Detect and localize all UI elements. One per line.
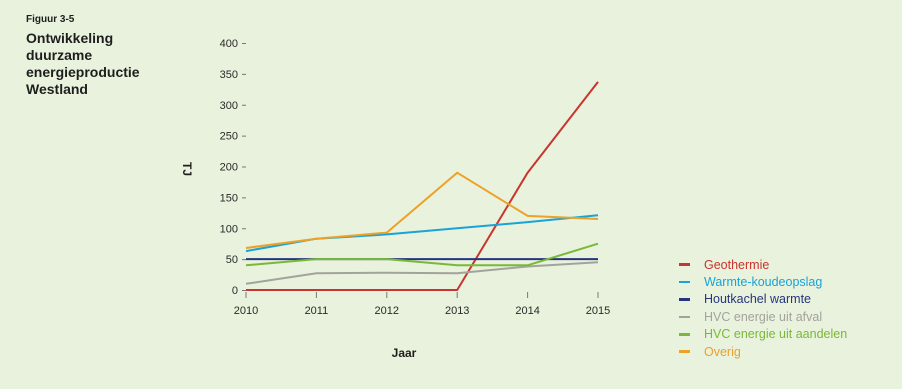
- x-tick-label: 2014: [515, 305, 539, 317]
- chart-legend: Geothermie Warmte-koudeopslag Houtkachel w…: [679, 256, 847, 360]
- legend-swatch: [679, 263, 690, 266]
- series-line-overig: [245, 171, 599, 249]
- legend-item-hvc-energie-uit-afval: HVC energie uit afval: [679, 308, 847, 325]
- y-tick-label: 250: [220, 131, 238, 143]
- legend-label: Geothermie: [704, 257, 770, 272]
- series-line-geothermie: [246, 81, 599, 291]
- figure-number: Figuur 3-5: [26, 14, 75, 25]
- chart-axes: 0 50 100 150 200 250 300 350 400 2010 2011 2012 2013…: [180, 38, 610, 360]
- legend-swatch: [679, 298, 690, 301]
- legend-label: HVC energie uit aandelen: [704, 327, 848, 342]
- x-axis-title: Jaar: [392, 346, 417, 360]
- legend-item-overig: Overig: [679, 343, 847, 360]
- y-tick-label: 50: [226, 254, 238, 266]
- series-line-hvc-energie-uit-aandelen: [245, 242, 599, 267]
- legend-label: Warmte-koudeopslag: [704, 275, 823, 290]
- legend-item-geothermie: Geothermie: [679, 256, 847, 273]
- legend-swatch: [679, 315, 690, 319]
- figure-title: Ontwikkeling duurzame energieproductie W…: [26, 30, 140, 97]
- legend-label: Houtkachel warmte: [704, 292, 811, 307]
- legend-swatch: [679, 350, 690, 353]
- x-tick-label: 2015: [586, 305, 610, 317]
- y-tick-label: 150: [220, 192, 238, 204]
- legend-swatch: [679, 280, 690, 284]
- series-line-hvc-energie-uit-afval: [245, 261, 599, 285]
- legend-item-hvc-energie-uit-aandelen: HVC energie uit aandelen: [679, 326, 847, 343]
- y-tick-label: 400: [220, 38, 238, 50]
- legend-swatch: [679, 333, 690, 336]
- legend-label: Overig: [704, 344, 741, 359]
- y-tick-label: 200: [220, 162, 238, 174]
- y-tick-label: 350: [220, 69, 238, 81]
- y-tick-label: 0: [232, 285, 238, 297]
- legend-label: HVC energie uit afval: [704, 309, 823, 324]
- x-tick-label: 2012: [375, 305, 399, 317]
- y-axis-title: TJ: [180, 162, 194, 176]
- chart-series: [245, 81, 599, 291]
- y-tick-label: 100: [220, 223, 238, 235]
- series-line-warmte-koudeopslag: [245, 214, 599, 253]
- legend-item-warmte-koudeopslag: Warmte-koudeopslag: [679, 273, 847, 290]
- y-tick-label: 300: [220, 100, 238, 112]
- legend-item-houtkachel-warmte: Houtkachel warmte: [679, 291, 847, 308]
- x-tick-label: 2010: [234, 305, 258, 317]
- x-tick-label: 2013: [445, 305, 469, 317]
- x-tick-label: 2011: [305, 305, 329, 317]
